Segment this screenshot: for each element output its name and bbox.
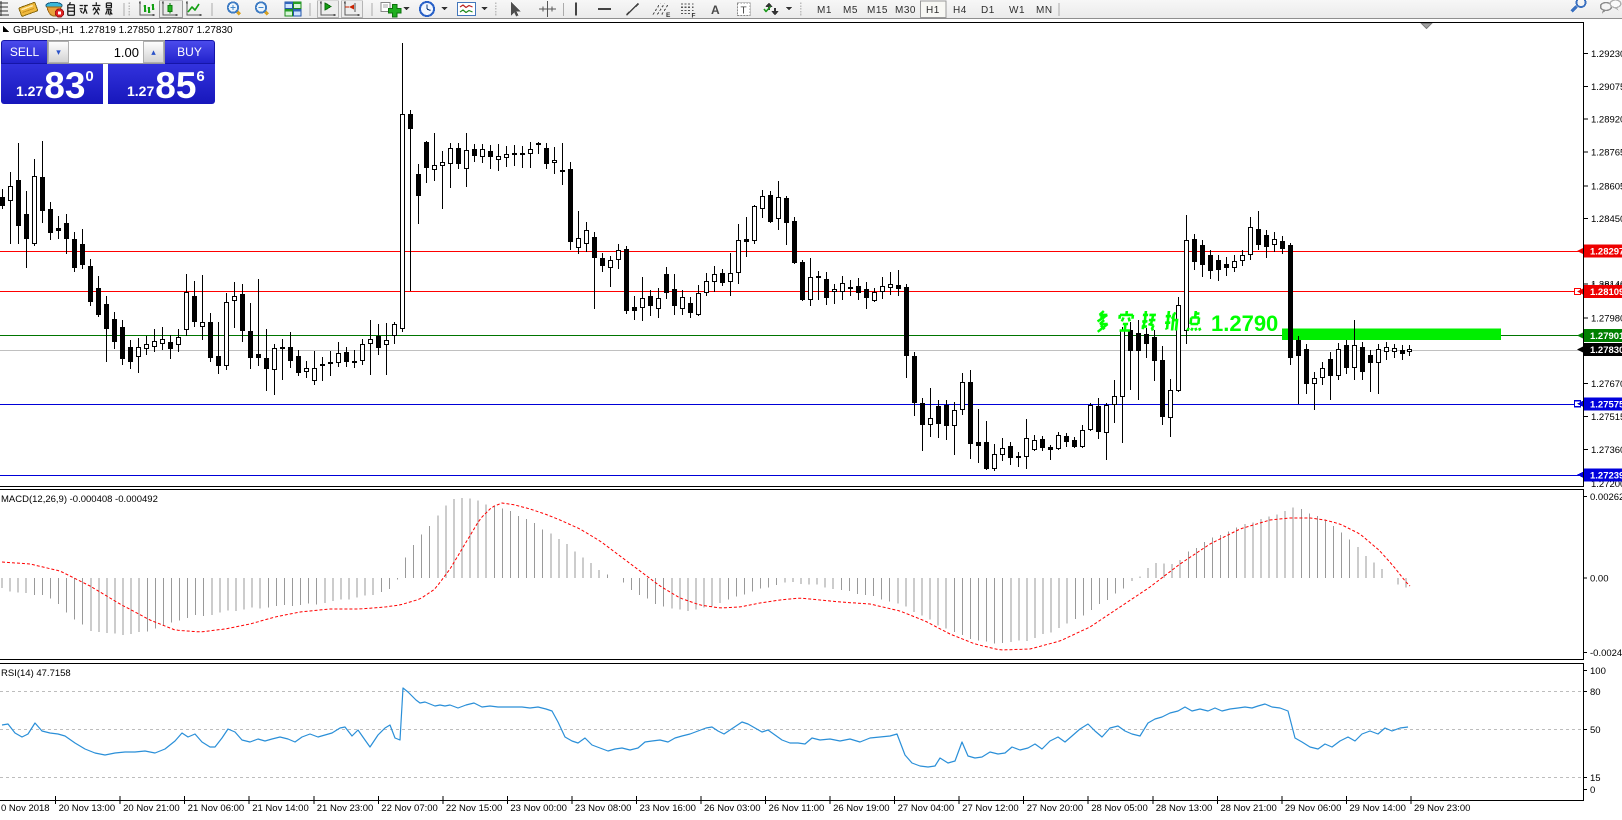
svg-text:F: F	[692, 13, 696, 20]
svg-text:29 Nov 23:00: 29 Nov 23:00	[1414, 803, 1471, 814]
svg-text:1.27980: 1.27980	[1591, 314, 1622, 325]
svg-text:MACD(12,26,9) -0.000408 -0.000: MACD(12,26,9) -0.000408 -0.000492	[1, 494, 158, 505]
svg-text:1.27200: 1.27200	[1591, 479, 1622, 490]
svg-text:29 Nov 06:00: 29 Nov 06:00	[1285, 803, 1342, 814]
svg-text:29 Nov 14:00: 29 Nov 14:00	[1349, 803, 1406, 814]
svg-text:1.27901: 1.27901	[1590, 331, 1622, 342]
svg-text:22 Nov 15:00: 22 Nov 15:00	[446, 803, 503, 814]
svg-text:1.28297: 1.28297	[1590, 247, 1622, 258]
svg-text:20 Nov 21:00: 20 Nov 21:00	[123, 803, 180, 814]
svg-text:22 Nov 07:00: 22 Nov 07:00	[381, 803, 438, 814]
svg-text:1.27830: 1.27830	[1590, 345, 1622, 356]
svg-text:T: T	[741, 6, 747, 17]
svg-text:27 Nov 04:00: 27 Nov 04:00	[898, 803, 955, 814]
svg-text:1.28450: 1.28450	[1591, 214, 1622, 225]
svg-text:23 Nov 08:00: 23 Nov 08:00	[575, 803, 632, 814]
svg-text:1.28109: 1.28109	[1590, 287, 1622, 298]
svg-text:26 Nov 11:00: 26 Nov 11:00	[769, 803, 825, 814]
svg-text:26 Nov 19:00: 26 Nov 19:00	[833, 803, 890, 814]
svg-text:0: 0	[1590, 785, 1595, 796]
svg-text:1.27360: 1.27360	[1591, 445, 1622, 456]
svg-text:1.28920: 1.28920	[1591, 115, 1622, 126]
svg-text:M5: M5	[843, 5, 858, 16]
svg-text:M30: M30	[895, 5, 916, 16]
svg-text:MN: MN	[1036, 5, 1053, 16]
svg-text:GBPUSD-,H1 1.27819 1.27850 1.: GBPUSD-,H1 1.27819 1.27850 1.27807 1.278…	[13, 25, 233, 36]
svg-text:1.27515: 1.27515	[1591, 412, 1622, 423]
svg-text:1.27239: 1.27239	[1590, 470, 1622, 481]
svg-text:1.2790: 1.2790	[1211, 311, 1278, 336]
svg-text:80: 80	[1590, 687, 1601, 698]
svg-text:E: E	[666, 12, 671, 19]
svg-text:1.29230: 1.29230	[1591, 49, 1622, 60]
svg-text:21 Nov 14:00: 21 Nov 14:00	[252, 803, 309, 814]
svg-text:H1: H1	[926, 5, 940, 16]
svg-text:28 Nov 05:00: 28 Nov 05:00	[1091, 803, 1148, 814]
svg-text:100: 100	[1590, 666, 1606, 677]
svg-text:15: 15	[1590, 773, 1601, 784]
svg-text:28 Nov 13:00: 28 Nov 13:00	[1156, 803, 1213, 814]
svg-text:RSI(14) 47.7158: RSI(14) 47.7158	[1, 668, 71, 679]
svg-text:M15: M15	[867, 5, 888, 16]
svg-text:23 Nov 16:00: 23 Nov 16:00	[639, 803, 696, 814]
svg-text:21 Nov 06:00: 21 Nov 06:00	[188, 803, 245, 814]
svg-text:1.28765: 1.28765	[1591, 147, 1622, 158]
svg-text:W1: W1	[1009, 5, 1025, 16]
svg-text:1.29075: 1.29075	[1591, 82, 1622, 93]
svg-text:23 Nov 00:00: 23 Nov 00:00	[510, 803, 567, 814]
svg-text:27 Nov 12:00: 27 Nov 12:00	[962, 803, 1019, 814]
svg-text:1.28605: 1.28605	[1591, 181, 1622, 192]
svg-text:0 Nov 2018: 0 Nov 2018	[1, 803, 50, 814]
svg-text:50: 50	[1590, 725, 1601, 736]
svg-text:28 Nov 21:00: 28 Nov 21:00	[1220, 803, 1277, 814]
svg-text:D1: D1	[981, 5, 995, 16]
svg-text:A: A	[711, 3, 720, 17]
svg-text:20 Nov 13:00: 20 Nov 13:00	[59, 803, 116, 814]
svg-text:M1: M1	[817, 5, 832, 16]
svg-text:0.00: 0.00	[1590, 574, 1609, 585]
svg-text:21 Nov 23:00: 21 Nov 23:00	[317, 803, 374, 814]
svg-text:26 Nov 03:00: 26 Nov 03:00	[704, 803, 761, 814]
svg-text:1.27575: 1.27575	[1590, 399, 1622, 410]
svg-text:1.27670: 1.27670	[1591, 379, 1622, 390]
svg-text:27 Nov 20:00: 27 Nov 20:00	[1027, 803, 1084, 814]
svg-text:-0.00244: -0.00244	[1590, 648, 1622, 659]
svg-text:0.002627: 0.002627	[1590, 492, 1622, 503]
svg-text:H4: H4	[953, 5, 967, 16]
